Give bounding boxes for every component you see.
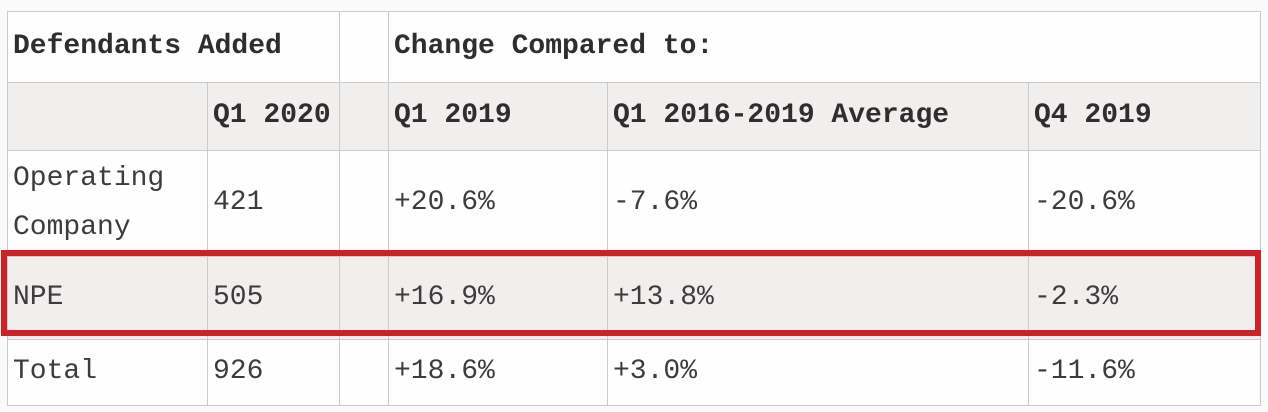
column-header-empty bbox=[7, 82, 208, 151]
defendants-added-table: Defendants Added Change Compared to: Q1 … bbox=[7, 11, 1261, 406]
header-defendants-added: Defendants Added bbox=[7, 11, 340, 83]
table-row-total: Total 926 +18.6% +3.0% -11.6% bbox=[7, 339, 1261, 406]
cell-total-q1-2020: 926 bbox=[207, 339, 340, 406]
cell-npe-vs-q4-2019: -2.3% bbox=[1028, 256, 1261, 340]
spacer-cell bbox=[339, 150, 389, 257]
table-row-top-header: Defendants Added Change Compared to: bbox=[7, 11, 1261, 83]
spacer-cell bbox=[339, 256, 389, 340]
spacer-cell bbox=[339, 339, 389, 406]
cell-total-vs-q4-2019: -11.6% bbox=[1028, 339, 1261, 406]
cell-operating-company-label: Operating Company bbox=[7, 150, 208, 257]
header-change-compared-to: Change Compared to: bbox=[388, 11, 1261, 83]
column-header-q1-2016-2019-average: Q1 2016-2019 Average bbox=[607, 82, 1029, 151]
spacer-cell bbox=[339, 82, 389, 151]
cell-total-vs-q1-2019: +18.6% bbox=[388, 339, 608, 406]
table-row-npe: NPE 505 +16.9% +13.8% -2.3% bbox=[7, 256, 1261, 340]
cell-npe-q1-2020: 505 bbox=[207, 256, 340, 340]
cell-operating-company-vs-average: -7.6% bbox=[607, 150, 1029, 257]
table-row-column-headers: Q1 2020 Q1 2019 Q1 2016-2019 Average Q4 … bbox=[7, 82, 1261, 151]
cell-operating-company-vs-q4-2019: -20.6% bbox=[1028, 150, 1261, 257]
column-header-q4-2019: Q4 2019 bbox=[1028, 82, 1261, 151]
cell-total-label: Total bbox=[7, 339, 208, 406]
cell-operating-company-q1-2020: 421 bbox=[207, 150, 340, 257]
cell-npe-label: NPE bbox=[7, 256, 208, 340]
column-header-q1-2020: Q1 2020 bbox=[207, 82, 340, 151]
table-row-operating-company: Operating Company 421 +20.6% -7.6% -20.6… bbox=[7, 150, 1261, 257]
spacer-cell bbox=[339, 11, 389, 83]
cell-npe-vs-average: +13.8% bbox=[607, 256, 1029, 340]
cell-operating-company-vs-q1-2019: +20.6% bbox=[388, 150, 608, 257]
column-header-q1-2019: Q1 2019 bbox=[388, 82, 608, 151]
cell-npe-vs-q1-2019: +16.9% bbox=[388, 256, 608, 340]
cell-total-vs-average: +3.0% bbox=[607, 339, 1029, 406]
